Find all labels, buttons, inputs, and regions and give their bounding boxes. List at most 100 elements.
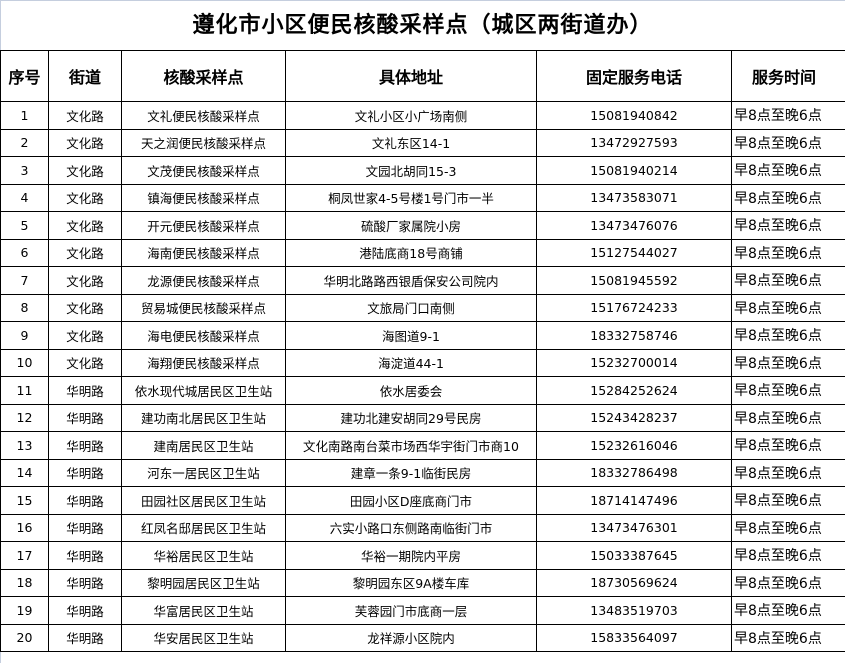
cell-phone: 18714147496 <box>536 486 732 515</box>
cell-street: 文化路 <box>48 156 122 185</box>
header-col-phone: 固定服务电话 <box>536 50 732 102</box>
cell-street: 华明路 <box>48 458 122 487</box>
table-row: 15 华明路 田园社区居民区卫生站 田园小区D座底商门市 18714147496 早8点至… <box>0 486 845 515</box>
cell-hours: 早8点至晚6点 <box>731 458 845 487</box>
cell-street: 文化路 <box>48 293 122 322</box>
table-row: 1 文化路 文礼便民核酸采样点 文礼小区小广场南侧 15081940842 早8点至晚6点 <box>0 101 845 130</box>
cell-index: 1 <box>0 101 49 130</box>
cell-phone: 18332758746 <box>536 321 732 350</box>
sampling-sites-table: 序号 街道 核酸采样点 具体地址 固定服务电话 服务时间 1 文化路 文礼便民核酸采样点 文礼小… <box>0 50 845 652</box>
cell-address: 文园北胡同15-3 <box>285 156 537 185</box>
cell-street: 文化路 <box>48 101 122 130</box>
table-row: 13 华明路 建南居民区卫生站 文化南路南台菜市场西华宇街门市商10 152326160… <box>0 431 845 460</box>
cell-index: 6 <box>0 238 49 267</box>
cell-phone: 13473583071 <box>536 183 732 212</box>
cell-street: 华明路 <box>48 486 122 515</box>
cell-index: 5 <box>0 211 49 240</box>
cell-address: 黎明园东区9A楼车库 <box>285 568 537 597</box>
cell-index: 14 <box>0 458 49 487</box>
cell-street: 华明路 <box>48 623 122 652</box>
cell-address: 依水居委会 <box>285 376 537 405</box>
cell-hours: 早8点至晚6点 <box>731 568 845 597</box>
cell-index: 17 <box>0 541 49 570</box>
cell-address: 建功北建安胡同29号民房 <box>285 403 537 432</box>
cell-street: 华明路 <box>48 541 122 570</box>
table-row: 5 文化路 开元便民核酸采样点 硫酸厂家属院小房 13473476076 早8点至晚6点 <box>0 211 845 240</box>
cell-site: 海翔便民核酸采样点 <box>121 348 286 377</box>
cell-street: 文化路 <box>48 266 122 295</box>
cell-address: 田园小区D座底商门市 <box>285 486 537 515</box>
cell-hours: 早8点至晚6点 <box>731 101 845 130</box>
cell-site: 华富居民区卫生站 <box>121 596 286 625</box>
cell-address: 华裕一期院内平房 <box>285 541 537 570</box>
cell-address: 硫酸厂家属院小房 <box>285 211 537 240</box>
table-row: 2 文化路 天之润便民核酸采样点 文礼东区14-1 13472927593 早8点至晚6点 <box>0 128 845 157</box>
cell-address: 华明北路路西银盾保安公司院内 <box>285 266 537 295</box>
cell-index: 12 <box>0 403 49 432</box>
cell-site: 依水现代城居民区卫生站 <box>121 376 286 405</box>
table-row: 18 华明路 黎明园居民区卫生站 黎明园东区9A楼车库 18730569624 早8点至晚… <box>0 568 845 597</box>
cell-street: 文化路 <box>48 183 122 212</box>
table-row: 16 华明路 红凤名邸居民区卫生站 六实小路口东侧路南临街门市 13473476301 早… <box>0 513 845 542</box>
cell-index: 15 <box>0 486 49 515</box>
cell-street: 文化路 <box>48 128 122 157</box>
cell-index: 9 <box>0 321 49 350</box>
cell-phone: 15081940842 <box>536 101 732 130</box>
cell-address: 海淀道44-1 <box>285 348 537 377</box>
cell-hours: 早8点至晚6点 <box>731 183 845 212</box>
page-title: 遵化市小区便民核酸采样点（城区两街道办） <box>192 13 653 38</box>
cell-site: 华裕居民区卫生站 <box>121 541 286 570</box>
cell-address: 建章一条9-1临街民房 <box>285 458 537 487</box>
cell-address: 芙蓉园门市底商一层 <box>285 596 537 625</box>
cell-site: 建功南北居民区卫生站 <box>121 403 286 432</box>
header-col-address: 具体地址 <box>285 50 537 102</box>
cell-address: 文旅局门口南侧 <box>285 293 537 322</box>
cell-phone: 18730569624 <box>536 568 732 597</box>
cell-street: 文化路 <box>48 348 122 377</box>
header-row: 序号 街道 核酸采样点 具体地址 固定服务电话 服务时间 <box>0 50 845 102</box>
cell-phone: 15833564097 <box>536 623 732 652</box>
table-row: 9 文化路 海电便民核酸采样点 海图道9-1 18332758746 早8点至晚6点 <box>0 321 845 350</box>
header-col-index: 序号 <box>0 50 49 102</box>
cell-hours: 早8点至晚6点 <box>731 266 845 295</box>
table-row: 6 文化路 海南便民核酸采样点 港陆底商18号商铺 15127544027 早8点至晚6点 <box>0 238 845 267</box>
cell-hours: 早8点至晚6点 <box>731 596 845 625</box>
cell-address: 文礼小区小广场南侧 <box>285 101 537 130</box>
table-row: 7 文化路 龙源便民核酸采样点 华明北路路西银盾保安公司院内 15081945592 早8… <box>0 266 845 295</box>
cell-site: 贸易城便民核酸采样点 <box>121 293 286 322</box>
cell-hours: 早8点至晚6点 <box>731 211 845 240</box>
cell-index: 18 <box>0 568 49 597</box>
cell-hours: 早8点至晚6点 <box>731 238 845 267</box>
cell-index: 16 <box>0 513 49 542</box>
cell-index: 4 <box>0 183 49 212</box>
cell-phone: 18332786498 <box>536 458 732 487</box>
cell-hours: 早8点至晚6点 <box>731 513 845 542</box>
cell-index: 3 <box>0 156 49 185</box>
cell-site: 文礼便民核酸采样点 <box>121 101 286 130</box>
cell-address: 文化南路南台菜市场西华宇街门市商10 <box>285 431 537 460</box>
table-row: 14 华明路 河东一居民区卫生站 建章一条9-1临街民房 18332786498 早8点至… <box>0 458 845 487</box>
cell-address: 桐凤世家4-5号楼1号门市一半 <box>285 183 537 212</box>
cell-street: 华明路 <box>48 431 122 460</box>
cell-phone: 13472927593 <box>536 128 732 157</box>
cell-phone: 15081940214 <box>536 156 732 185</box>
cell-address: 海图道9-1 <box>285 321 537 350</box>
cell-hours: 早8点至晚6点 <box>731 348 845 377</box>
table-row: 11 华明路 依水现代城居民区卫生站 依水居委会 15284252624 早8点至晚6点 <box>0 376 845 405</box>
cell-site: 天之润便民核酸采样点 <box>121 128 286 157</box>
table-row: 8 文化路 贸易城便民核酸采样点 文旅局门口南侧 15176724233 早8点至晚6点 <box>0 293 845 322</box>
cell-hours: 早8点至晚6点 <box>731 293 845 322</box>
cell-hours: 早8点至晚6点 <box>731 486 845 515</box>
cell-index: 20 <box>0 623 49 652</box>
cell-street: 文化路 <box>48 321 122 350</box>
cell-index: 7 <box>0 266 49 295</box>
cell-street: 文化路 <box>48 211 122 240</box>
cell-index: 10 <box>0 348 49 377</box>
table-row: 4 文化路 镇海便民核酸采样点 桐凤世家4-5号楼1号门市一半 13473583071 早… <box>0 183 845 212</box>
cell-street: 华明路 <box>48 513 122 542</box>
cell-site: 龙源便民核酸采样点 <box>121 266 286 295</box>
cell-street: 华明路 <box>48 596 122 625</box>
cell-hours: 早8点至晚6点 <box>731 321 845 350</box>
cell-phone: 15033387645 <box>536 541 732 570</box>
cell-phone: 15243428237 <box>536 403 732 432</box>
